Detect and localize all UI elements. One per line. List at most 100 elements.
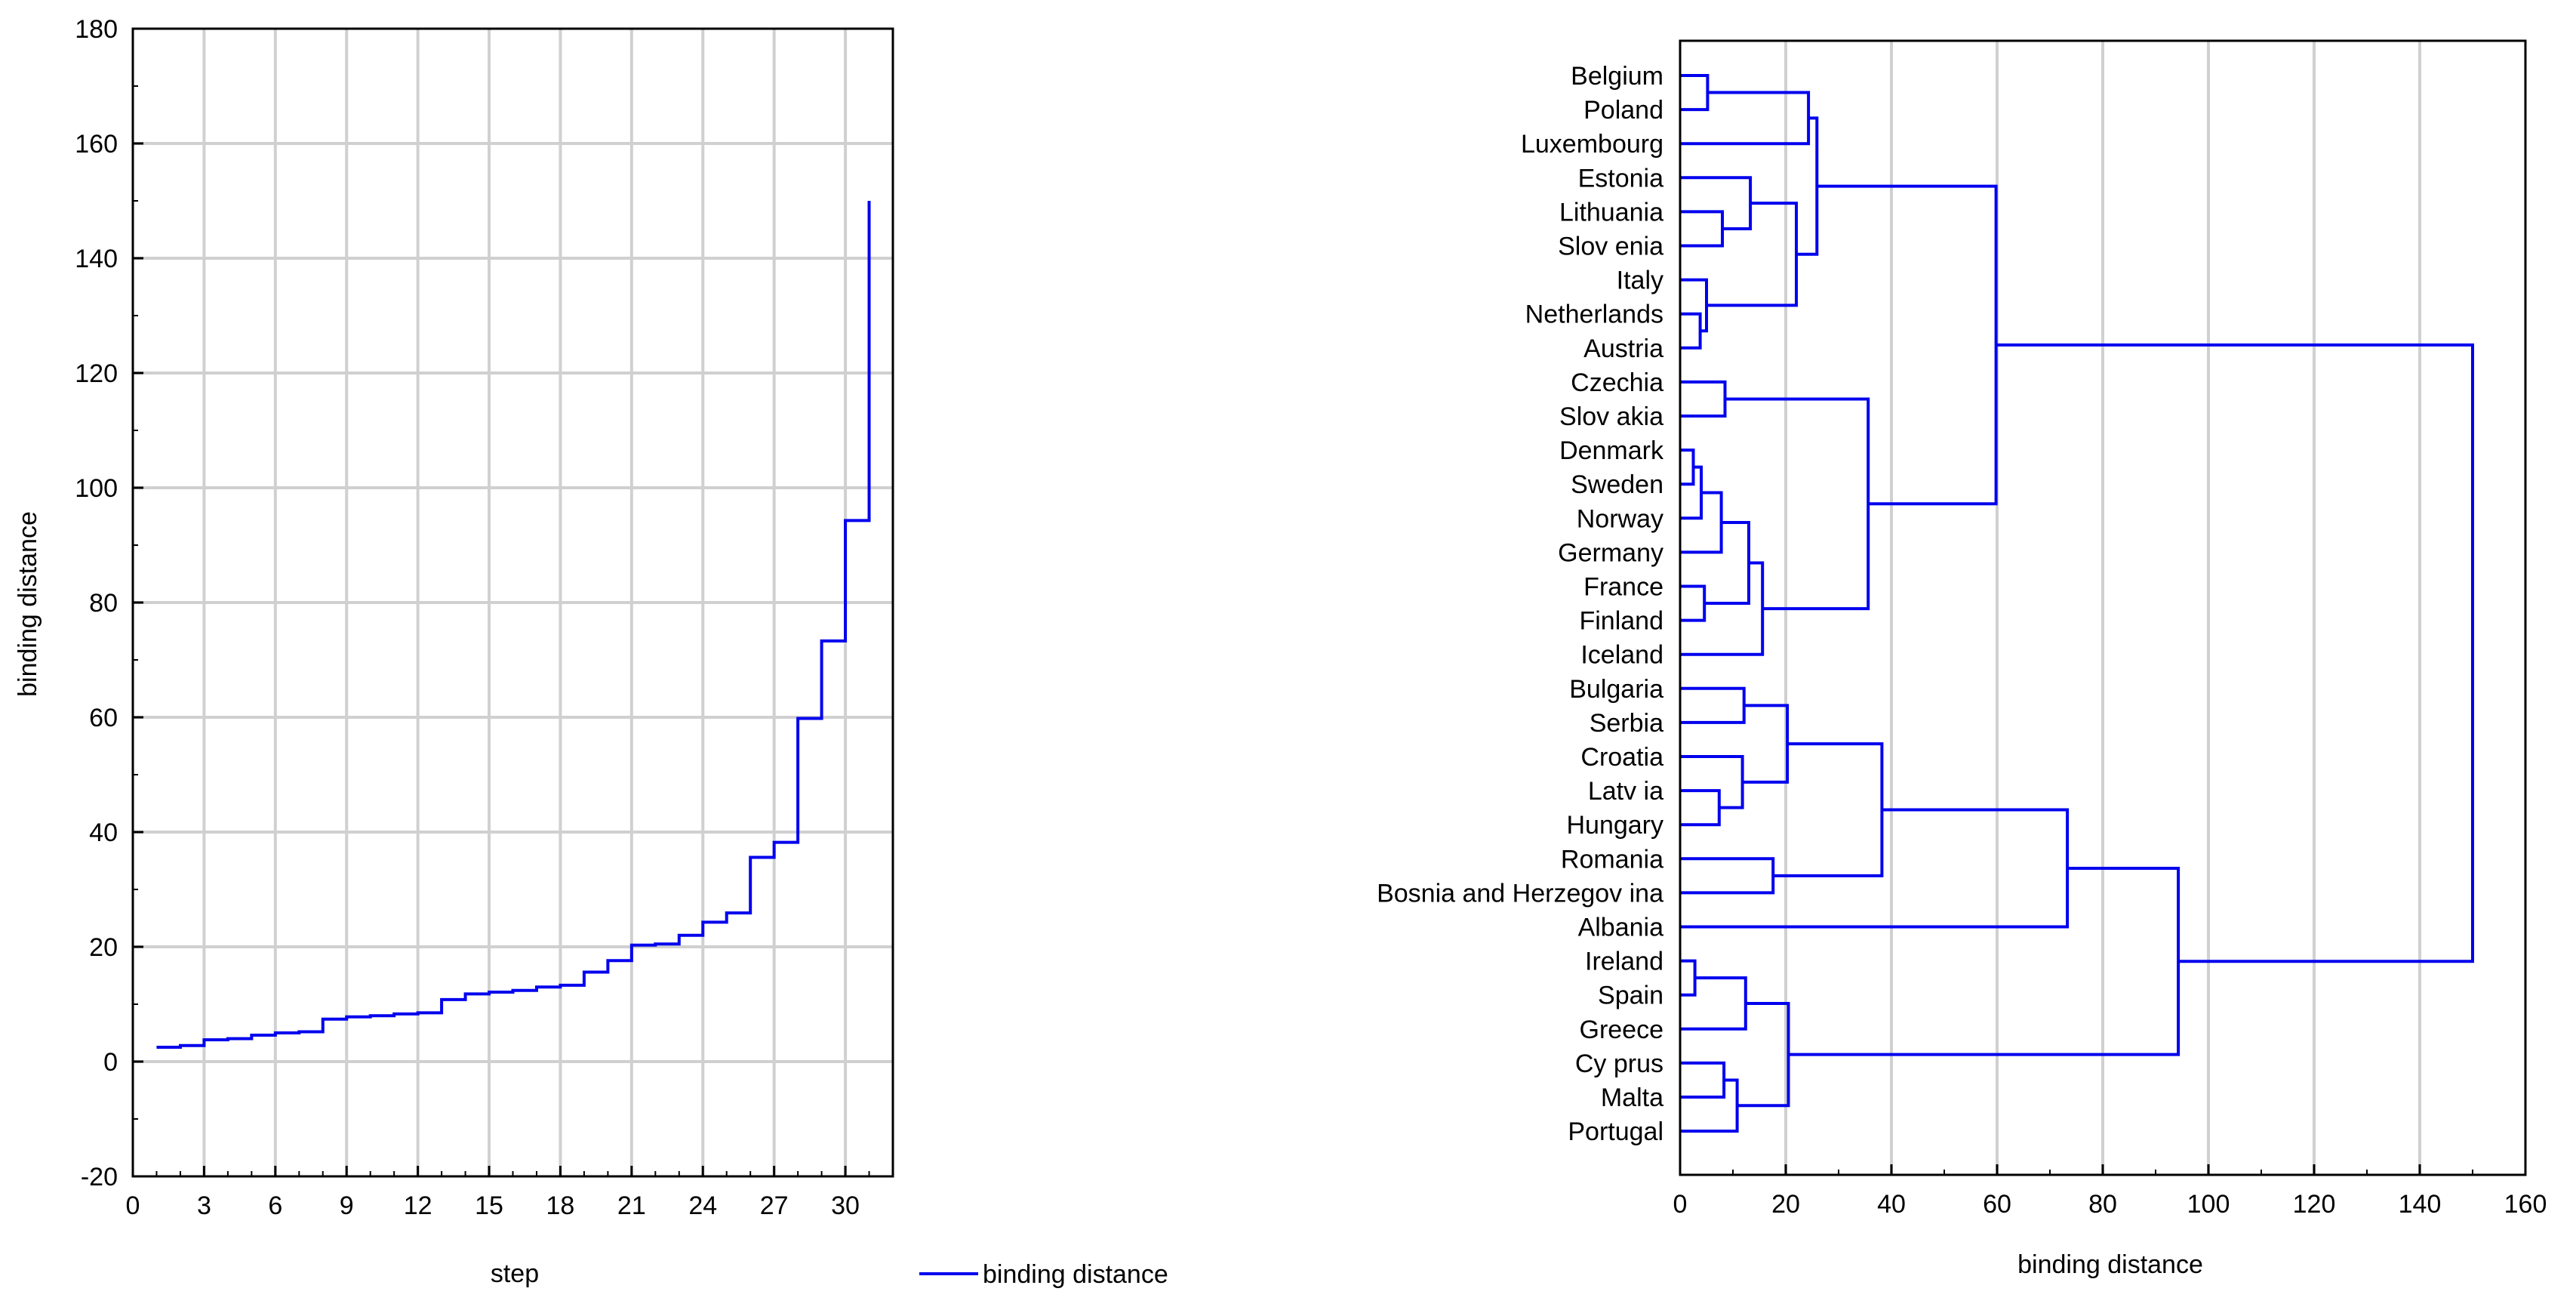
y-tick-label: 180 [75, 15, 118, 44]
dendrogram-link [1680, 312, 1702, 350]
y-tick-label: 40 [89, 818, 118, 847]
leaf-label: France [1583, 573, 1663, 602]
y-tick-label: 60 [89, 704, 118, 732]
x-tick-label: 24 [688, 1191, 717, 1220]
dendrogram-leaf-labels: Belgium Poland Luxembourg Estonia Lithuania S… [1377, 62, 1664, 1146]
x-tick-label: 100 [2187, 1190, 2230, 1219]
dendrogram-link [1742, 704, 1790, 784]
leaf-label: Spain [1598, 982, 1663, 1010]
y-tick-label: 100 [75, 474, 118, 503]
leaf-label: Portugal [1568, 1117, 1663, 1146]
dendrogram-link [1725, 397, 1870, 611]
x-tick-label: 6 [268, 1191, 282, 1220]
y-tick-label: 20 [89, 933, 118, 962]
leaf-label: Poland [1583, 96, 1663, 125]
leaf-label: Norway [1577, 504, 1663, 533]
dendrogram-link [1680, 210, 1724, 248]
x-tick-label: 80 [2088, 1190, 2117, 1219]
x-tick-label: 15 [475, 1191, 503, 1220]
dendrogram-link [1773, 742, 1884, 877]
x-tick-label: 21 [617, 1191, 646, 1220]
dendrogram-link [1680, 959, 1697, 997]
y-tick-label: -20 [81, 1163, 118, 1191]
legend-label: binding distance [983, 1260, 1168, 1289]
leaf-label: Bosnia and Herzegov ina [1377, 879, 1663, 908]
leaf-label: Croatia [1580, 743, 1663, 772]
dendrogram-link [1680, 584, 1707, 622]
left-chart-x-axis-label: step [491, 1259, 539, 1288]
leaf-label: Italy [1617, 267, 1663, 295]
dendrogram-link [1680, 380, 1727, 418]
y-tick-label: 160 [75, 130, 118, 159]
leaf-label: Latv ia [1588, 777, 1663, 806]
dendrogram-link [1680, 686, 1746, 724]
dendrogram-link [1680, 755, 1744, 809]
left-chart-grid [133, 29, 893, 1176]
dendrogram-link [1680, 857, 1775, 895]
x-tick-label: 9 [340, 1191, 354, 1220]
x-tick-label: 30 [831, 1191, 860, 1220]
leaf-label: Greece [1580, 1016, 1664, 1044]
x-tick-label: 12 [404, 1191, 432, 1220]
y-tick-label: 120 [75, 359, 118, 388]
x-tick-label: 0 [126, 1191, 140, 1220]
leaf-label: Hungary [1566, 811, 1663, 840]
y-tick-label: 80 [89, 589, 118, 618]
leaf-label: Sweden [1571, 470, 1663, 499]
step-line-chart: 0 3 6 9 12 15 18 21 24 27 30 -20 0 20 40 60 80 100 120 140 1… [14, 15, 1168, 1289]
x-tick-label: 140 [2399, 1190, 2442, 1219]
x-tick-label: 40 [1877, 1190, 1906, 1219]
dendrogram-chart: 0 20 40 60 80 100 120 140 160 Belgium Poland Luxem… [1377, 39, 2547, 1279]
dendrogram-link [1996, 343, 2474, 963]
dendrogram-link [1680, 448, 1695, 486]
left-chart-series [156, 201, 871, 1049]
dendrogram-x-axis-label: binding distance [2017, 1250, 2203, 1279]
dendrogram-link [1680, 176, 1753, 230]
dendrogram-link [1680, 808, 2070, 929]
y-tick-label: 140 [75, 245, 118, 273]
leaf-label: Estonia [1578, 164, 1663, 193]
leaf-label: Lithuania [1559, 198, 1663, 227]
leaf-label: Malta [1601, 1083, 1663, 1112]
leaf-label: Austria [1583, 334, 1663, 363]
leaf-label: Slov akia [1559, 402, 1663, 431]
y-tick-label: 0 [103, 1048, 118, 1077]
dendrogram-link [1680, 789, 1721, 827]
leaf-label: Denmark [1559, 436, 1664, 465]
leaf-label: Germany [1558, 538, 1663, 567]
x-tick-label: 27 [760, 1191, 789, 1220]
dendrogram-link [1680, 278, 1708, 333]
dendrogram-link [1680, 91, 1811, 146]
dendrogram-link [1680, 1078, 1739, 1133]
leaf-label: Finland [1579, 607, 1663, 636]
dendrogram-links [1680, 74, 2474, 1133]
leaf-label: Czechia [1571, 368, 1663, 397]
dendrogram-ticks: 0 20 40 60 80 100 120 140 160 [1673, 1164, 2547, 1219]
dendrogram-grid [1784, 41, 2421, 1175]
x-tick-label: 0 [1673, 1190, 1688, 1219]
leaf-label: Ireland [1585, 948, 1663, 976]
leaf-label: Iceland [1580, 641, 1663, 670]
x-tick-label: 3 [197, 1191, 211, 1220]
left-chart-y-axis-label: binding distance [14, 511, 42, 697]
dendrogram-link [1788, 866, 2181, 1056]
x-tick-label: 60 [1983, 1190, 2011, 1219]
leaf-label: Slov enia [1558, 233, 1663, 261]
leaf-label: Netherlands [1525, 301, 1663, 329]
dendrogram-link [1680, 1061, 1726, 1099]
x-tick-label: 18 [546, 1191, 575, 1220]
dendrogram-link [1796, 116, 1819, 256]
leaf-label: Romania [1561, 845, 1663, 874]
leaf-label: Albania [1578, 914, 1664, 942]
dendrogram-link [1680, 465, 1703, 520]
leaf-label: Serbia [1590, 709, 1663, 738]
dendrogram-link [1817, 184, 1998, 506]
dendrogram-link [1704, 520, 1750, 606]
dendrogram-link [1680, 74, 1710, 112]
x-tick-label: 120 [2293, 1190, 2336, 1219]
binding-distance-line [156, 201, 871, 1049]
x-tick-label: 160 [2504, 1190, 2547, 1219]
leaf-label: Luxembourg [1521, 130, 1663, 159]
dendrogram-link [1680, 976, 1747, 1031]
